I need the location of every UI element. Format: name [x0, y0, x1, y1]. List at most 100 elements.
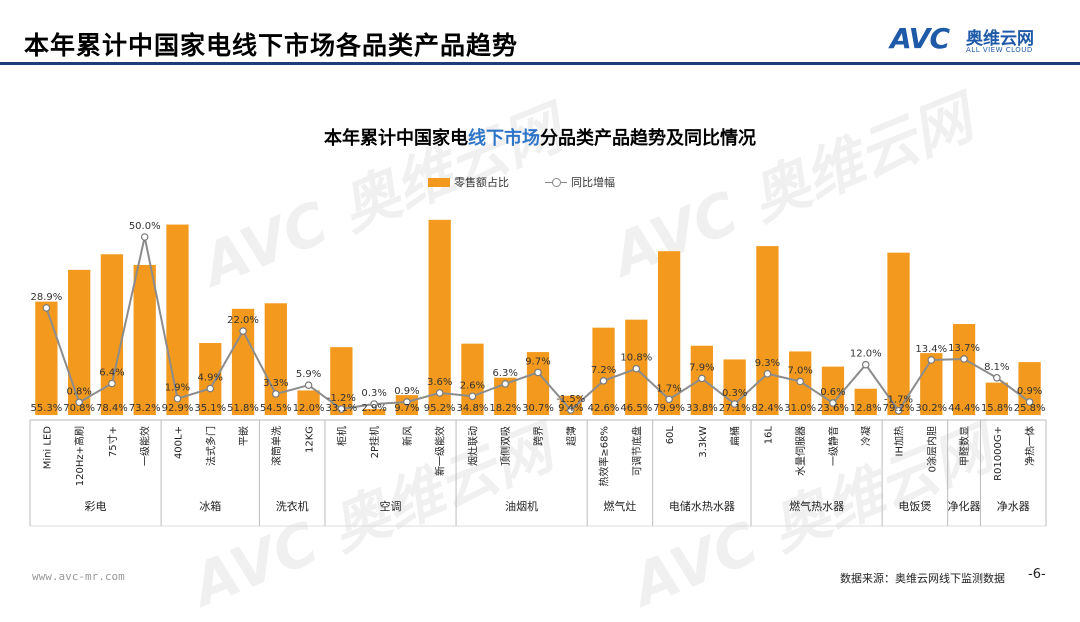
- chart-title-highlight: 线下市场: [468, 128, 540, 149]
- growth-point: [763, 369, 772, 378]
- bar-value-label: 34.8%: [457, 403, 489, 414]
- growth-label: 5.9%: [296, 369, 321, 380]
- bar-value-label: 92.9%: [162, 403, 194, 414]
- bar-value-label: 78.4%: [96, 403, 128, 414]
- category-label: 跨界: [533, 426, 545, 446]
- growth-point: [173, 394, 182, 403]
- growth-point: [42, 304, 51, 312]
- footer-source: 数据来源：奥维云网线下监测数据: [840, 572, 1005, 585]
- category-label: 新风: [401, 426, 414, 446]
- bar: [231, 308, 255, 415]
- growth-label: 0.3%: [361, 388, 386, 399]
- category-label: 2P挂机: [368, 426, 381, 458]
- growth-point: [140, 233, 149, 241]
- bar: [1018, 362, 1041, 415]
- bar: [330, 347, 353, 415]
- bar: [68, 269, 91, 415]
- category-label: 120Hz+高刷: [73, 426, 86, 486]
- bar-value-label: 18.2%: [489, 403, 521, 414]
- legend-item-bar: 零售额占比: [428, 174, 509, 190]
- growth-point: [730, 400, 739, 408]
- avc-logo: AVC 奥维云网 ALL VIEW CLOUD: [890, 22, 1065, 56]
- category-label: IH加热: [893, 426, 906, 456]
- category-label: 75寸+: [106, 426, 119, 457]
- growth-label: 6.4%: [99, 367, 124, 378]
- category-label: 400L+: [173, 426, 184, 459]
- bar-value-label: 82.4%: [752, 403, 784, 414]
- category-label: 净热一体: [1024, 426, 1037, 466]
- category-label: 可调节底盘: [630, 426, 643, 476]
- bar-value-label: 12.0%: [293, 403, 325, 414]
- growth-point: [108, 379, 116, 388]
- growth-point: [829, 399, 837, 407]
- bar: [100, 254, 124, 415]
- category-label: 顶侧双吸: [499, 426, 512, 466]
- group-label: 洗衣机: [276, 499, 309, 513]
- footer-url: www.avc-mr.com: [32, 570, 125, 583]
- growth-label: 4.9%: [198, 373, 223, 384]
- bar: [199, 343, 222, 415]
- growth-point: [370, 400, 378, 408]
- growth-label: 0.8%: [66, 386, 91, 397]
- bar-value-label: 9.7%: [394, 403, 419, 414]
- category-label: 烟灶联动: [466, 426, 479, 466]
- growth-point: [861, 360, 870, 369]
- growth-point: [960, 355, 968, 363]
- title-rule: [0, 62, 1080, 65]
- legend-item-line: 同比增幅: [545, 174, 615, 190]
- bar: [133, 264, 156, 415]
- category-label: 甲醛数显: [958, 426, 971, 466]
- growth-label: 9.3%: [755, 358, 780, 369]
- growth-label: 7.9%: [689, 362, 714, 373]
- category-label: 滚筒单洗: [270, 426, 283, 466]
- growth-point: [239, 327, 247, 335]
- bar-value-label: 35.1%: [194, 403, 226, 414]
- growth-label: 0.9%: [1017, 386, 1042, 397]
- category-label: 热效率≥68%: [598, 426, 611, 487]
- chart-title-post: 分品类产品趋势及同比情况: [540, 128, 756, 149]
- growth-point: [632, 364, 641, 373]
- growth-label: -1.7%: [884, 395, 913, 406]
- growth-label: 0.3%: [722, 388, 747, 399]
- bar: [887, 252, 910, 415]
- bar-value-label: 33.8%: [686, 403, 718, 414]
- chart-svg: 28.9% 0.8% 6.4% 50.0% 1.9% 4.9% 22.0% 3.3% 5.9% -…: [29, 219, 1047, 527]
- category-label: 16L: [763, 426, 774, 445]
- bar: [592, 327, 615, 415]
- category-label: 12KG: [305, 426, 316, 453]
- growth-point: [304, 381, 313, 389]
- group-label: 冰箱: [199, 499, 221, 513]
- growth-point: [698, 374, 706, 383]
- group-label: 彩电: [85, 500, 107, 513]
- group-label: 净水器: [997, 499, 1030, 513]
- growth-label: 1.9%: [165, 383, 190, 394]
- growth-point: [501, 380, 510, 388]
- growth-point: [435, 389, 444, 397]
- bar: [952, 323, 976, 415]
- bar: [428, 219, 451, 415]
- bar-value-label: 73.2%: [129, 403, 161, 414]
- growth-point: [665, 395, 673, 404]
- growth-point: [337, 405, 346, 413]
- bar: [494, 377, 517, 415]
- growth-label: 9.7%: [525, 356, 550, 367]
- bar-value-label: 51.8%: [227, 403, 259, 414]
- growth-point: [599, 377, 608, 385]
- bar-value-label: 79.2%: [883, 403, 915, 414]
- bar-value-label: 2.9%: [361, 403, 386, 414]
- category-label: 新一级能效: [434, 426, 447, 476]
- growth-label: 28.9%: [30, 292, 62, 303]
- page-number: -6-: [1028, 567, 1046, 582]
- group-label: 燃气热水器: [789, 499, 844, 513]
- growth-point: [272, 390, 280, 398]
- growth-point: [206, 384, 215, 393]
- bar-value-label: 9.4%: [558, 403, 583, 414]
- category-label: 水量伺服器: [794, 426, 807, 476]
- bar-value-label: 42.6%: [588, 403, 620, 414]
- group-label: 空调: [380, 499, 402, 513]
- bar: [526, 352, 550, 415]
- category-label: 冷凝: [860, 426, 873, 446]
- bar: [985, 382, 1008, 415]
- bar: [461, 343, 484, 415]
- bar: [362, 409, 386, 415]
